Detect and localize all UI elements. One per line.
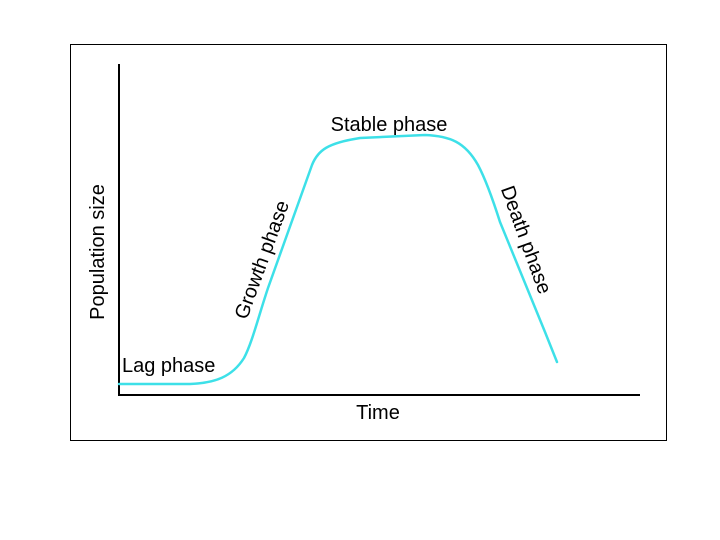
y-axis-label: Population size [87,184,109,320]
x-axis-label: Time [356,402,400,424]
figure-frame [70,44,667,441]
death-phase-label: Death phase [496,183,555,297]
lag-phase-label: Lag phase [122,355,215,377]
stable-phase-label: Stable phase [331,114,448,136]
population-curve [117,133,559,386]
